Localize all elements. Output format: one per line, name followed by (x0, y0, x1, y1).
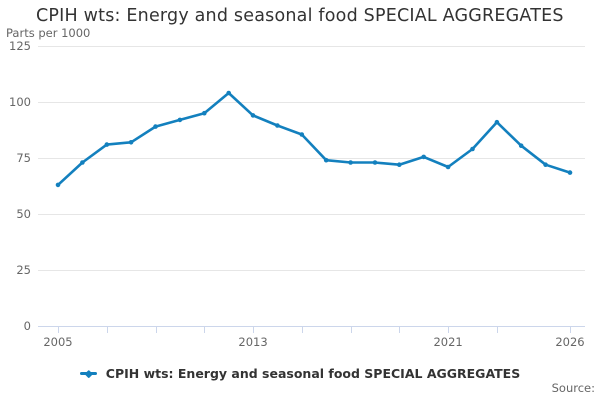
data-point-marker[interactable] (153, 124, 158, 129)
y-tick-label: 125 (9, 39, 31, 53)
source-label: Source: (551, 381, 595, 395)
y-tick-label: 50 (16, 207, 31, 221)
data-point-marker[interactable] (80, 160, 85, 165)
data-point-marker[interactable] (177, 117, 183, 123)
legend-point-icon (84, 369, 93, 378)
y-tick-label: 100 (9, 95, 31, 109)
data-point-marker[interactable] (226, 90, 231, 96)
y-axis-unit-label: Parts per 1000 (6, 26, 91, 40)
data-point-marker[interactable] (397, 162, 402, 167)
legend-series-icon (79, 368, 97, 378)
data-point-marker[interactable] (567, 170, 573, 175)
data-point-marker[interactable] (470, 146, 475, 152)
data-point-marker[interactable] (323, 157, 329, 163)
chart-title: CPIH wts: Energy and seasonal food SPECI… (36, 6, 564, 26)
plot-area: 0 25 50 75 100 125 2005 2013 2021 2026 (9, 39, 585, 349)
data-point-marker[interactable] (348, 160, 353, 165)
x-tick-label: 2013 (238, 335, 267, 349)
x-tick-label: 2026 (555, 335, 584, 349)
legend-item[interactable]: CPIH wts: Energy and seasonal food SPECI… (0, 364, 600, 382)
y-tick-label: 75 (16, 151, 31, 165)
data-point-marker[interactable] (104, 142, 110, 147)
data-point-marker[interactable] (250, 113, 256, 118)
data-point-marker[interactable] (445, 164, 451, 170)
data-point-marker[interactable] (421, 154, 427, 160)
y-tick-label: 0 (24, 319, 31, 333)
legend-label: CPIH wts: Energy and seasonal food SPECI… (105, 365, 521, 381)
data-point-marker[interactable] (55, 182, 61, 188)
data-point-marker[interactable] (494, 119, 500, 125)
data-point-marker[interactable] (275, 123, 280, 128)
series-line[interactable] (56, 91, 572, 187)
data-point-marker[interactable] (299, 132, 305, 137)
data-point-marker[interactable] (518, 143, 524, 148)
x-tick-label: 2005 (43, 335, 72, 349)
y-tick-label: 25 (16, 263, 31, 277)
data-point-marker[interactable] (372, 160, 378, 165)
data-point-marker[interactable] (202, 110, 207, 116)
data-point-marker[interactable] (543, 162, 548, 167)
data-point-marker[interactable] (128, 140, 134, 145)
x-tick-label: 2021 (433, 335, 462, 349)
